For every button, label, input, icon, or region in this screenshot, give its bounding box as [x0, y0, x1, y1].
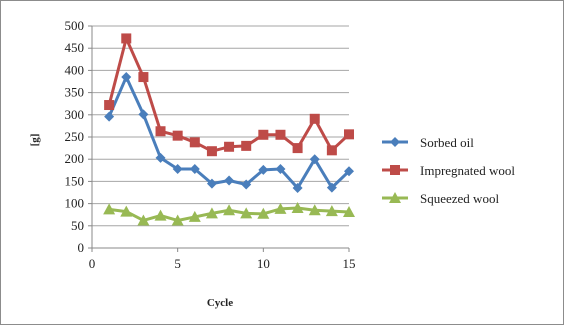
data-point	[308, 204, 321, 216]
x-tick-label: 10	[257, 256, 270, 271]
data-point	[258, 129, 269, 140]
data-point	[292, 143, 303, 154]
y-tick-label: 450	[65, 40, 85, 55]
data-point	[189, 163, 200, 174]
y-tick-label: 200	[65, 151, 85, 166]
y-tick-label: 50	[71, 218, 84, 233]
data-point	[326, 182, 337, 193]
data-point	[104, 100, 115, 111]
x-tick-label: 5	[174, 256, 181, 271]
data-point	[206, 178, 217, 189]
data-point	[189, 137, 200, 148]
x-tick-label: 0	[89, 256, 96, 271]
data-point	[172, 163, 183, 174]
data-point	[103, 203, 116, 215]
y-tick-label: 0	[78, 240, 85, 255]
data-point	[121, 72, 132, 83]
legend-label: Squeezed wool	[420, 191, 499, 206]
data-point	[274, 202, 287, 214]
series-line	[107, 36, 351, 153]
legend-item: Squeezed wool	[382, 191, 499, 206]
data-point	[344, 166, 354, 177]
data-point	[258, 164, 269, 175]
data-point	[224, 175, 235, 186]
data-point	[241, 179, 252, 190]
y-tick-label: 500	[65, 18, 85, 33]
y-tick-label: 350	[65, 85, 85, 100]
y-tick-label: 150	[65, 173, 85, 188]
legend-item: Sorbed oil	[382, 135, 474, 150]
data-point	[120, 205, 133, 217]
data-point	[275, 163, 286, 174]
y-axis-title: [g]	[29, 134, 41, 147]
series-line	[107, 75, 351, 190]
gridlines	[92, 25, 349, 227]
data-point	[291, 202, 304, 214]
data-point	[309, 154, 320, 165]
data-point	[275, 129, 286, 140]
data-point	[172, 130, 183, 141]
data-point	[171, 214, 184, 226]
data-point	[206, 146, 217, 157]
x-tick-label: 15	[343, 256, 356, 271]
data-point	[138, 72, 149, 83]
series-sorbed-oil	[104, 72, 354, 194]
data-point	[188, 210, 201, 222]
data-point	[325, 205, 338, 217]
legend-label: Sorbed oil	[420, 135, 474, 150]
legend-marker	[390, 137, 400, 147]
data-point	[205, 207, 218, 219]
legend-marker	[390, 165, 400, 175]
legend-item: Impregnated wool	[382, 163, 515, 178]
series-impregnated-wool	[104, 33, 354, 157]
data-point	[292, 183, 303, 194]
data-point	[138, 109, 149, 120]
data-point	[240, 207, 253, 219]
data-point	[154, 209, 167, 221]
data-point	[344, 129, 354, 140]
data-point	[224, 141, 235, 152]
data-point	[223, 204, 236, 216]
data-point	[326, 145, 337, 156]
series-squeezed-wool	[103, 202, 355, 226]
data-point	[155, 126, 166, 137]
series-layer	[103, 33, 355, 226]
y-tick-label: 250	[65, 129, 85, 144]
y-tick-label: 100	[65, 196, 85, 211]
data-point	[137, 214, 150, 226]
data-point	[343, 206, 355, 218]
tick-labels: 0 50 100 150 200 250 300 350 400 450 500 0 5 10 15	[65, 18, 356, 271]
data-point	[104, 111, 115, 122]
data-point	[241, 140, 252, 151]
legend-label: Impregnated wool	[420, 163, 515, 178]
data-point	[309, 113, 320, 124]
legend: Sorbed oil Impregnated wool Squeezed wool	[382, 135, 515, 206]
data-point	[121, 33, 132, 44]
data-point	[155, 152, 166, 163]
axes	[88, 25, 350, 252]
y-tick-label: 400	[65, 62, 85, 77]
x-axis-title: Cycle	[207, 297, 233, 309]
legend-marker	[389, 192, 401, 203]
data-point	[257, 207, 270, 219]
y-tick-label: 300	[65, 107, 85, 122]
